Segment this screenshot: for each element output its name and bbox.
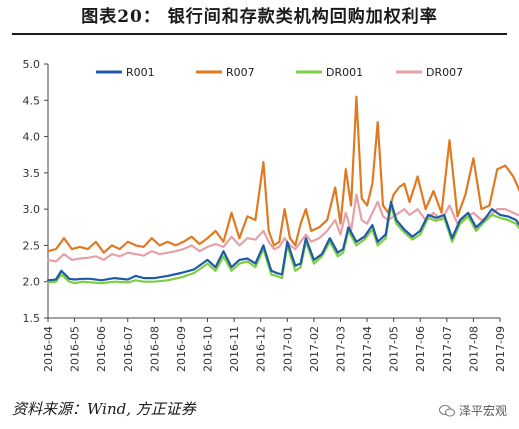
x-tick-label: 2016-06 bbox=[95, 326, 108, 372]
legend-label-r007: R007 bbox=[226, 66, 255, 79]
series-line-r007 bbox=[46, 95, 519, 254]
y-tick-label: 4.0 bbox=[23, 131, 41, 144]
x-tick-label: 2017-09 bbox=[494, 326, 507, 372]
source-note: 资料来源：Wind, 方正证券 bbox=[12, 400, 196, 418]
y-tick-label: 3.0 bbox=[23, 203, 41, 216]
chart-axes: 1.5 2.0 2.5 3.0 3.5 4.0 4.5 5.0 2016-04 2016-05 20… bbox=[23, 58, 508, 372]
x-tick-label: 2016-04 bbox=[42, 326, 55, 372]
x-tick-label: 2016-11 bbox=[228, 326, 241, 372]
x-tick-label: 2017-05 bbox=[388, 326, 401, 372]
x-tick-label: 2016-09 bbox=[175, 326, 188, 372]
title-divider bbox=[12, 33, 507, 35]
figure-title: 图表20： 银行间和存款类机构回购加权利率 bbox=[81, 7, 438, 27]
watermark: 泽平宏观 bbox=[438, 402, 507, 419]
x-tick-label: 2017-02 bbox=[308, 326, 321, 372]
watermark-text: 泽平宏观 bbox=[458, 404, 507, 418]
y-tick-label: 5.0 bbox=[23, 58, 41, 71]
line-chart: 1.5 2.0 2.5 3.0 3.5 4.0 4.5 5.0 2016-04 2016-05 20… bbox=[23, 58, 519, 372]
x-tick-label: 2016-10 bbox=[202, 326, 215, 372]
x-tick-label: 2017-01 bbox=[281, 326, 294, 372]
x-tick-label: 2016-07 bbox=[122, 326, 135, 372]
y-tick-label: 3.5 bbox=[23, 167, 41, 180]
chart-series bbox=[46, 95, 519, 285]
legend-label-dr001: DR001 bbox=[326, 66, 363, 79]
x-tick-label: 2017-06 bbox=[414, 326, 427, 372]
x-tick-label: 2017-03 bbox=[334, 326, 347, 372]
wechat-icon bbox=[438, 404, 455, 416]
x-tick-label: 2017-08 bbox=[467, 326, 480, 372]
legend-label-r001: R001 bbox=[126, 66, 155, 79]
x-tick-label: 2017-04 bbox=[361, 326, 374, 372]
chart-legend: R001 R007 DR001 DR007 bbox=[96, 66, 463, 79]
y-tick-label: 1.5 bbox=[23, 312, 41, 325]
y-tick-label: 2.0 bbox=[23, 276, 41, 289]
y-tick-label: 2.5 bbox=[23, 239, 41, 252]
x-tick-label: 2016-08 bbox=[148, 326, 161, 372]
x-tick-label: 2016-12 bbox=[255, 326, 268, 372]
x-tick-label: 2016-05 bbox=[69, 326, 82, 372]
x-tick-label: 2017-07 bbox=[441, 326, 454, 372]
y-tick-label: 4.5 bbox=[23, 94, 41, 107]
legend-label-dr007: DR007 bbox=[426, 66, 463, 79]
series-line-r001 bbox=[46, 200, 519, 282]
title-bar: 图表20： 银行间和存款类机构回购加权利率 bbox=[0, 0, 519, 34]
